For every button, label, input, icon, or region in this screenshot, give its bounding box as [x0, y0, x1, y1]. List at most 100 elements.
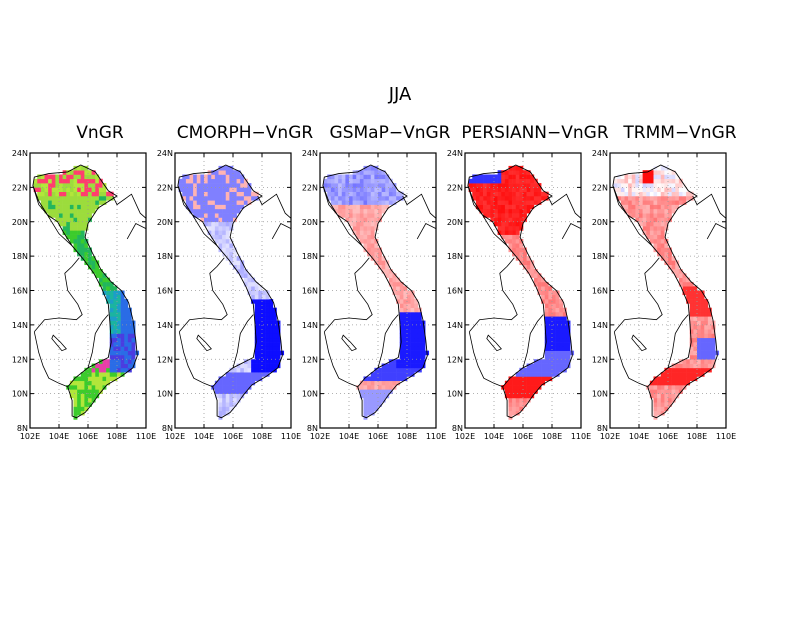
grid-cell	[229, 191, 234, 197]
grid-cell	[265, 324, 270, 330]
grid-cell	[370, 397, 375, 403]
grid-cell	[196, 187, 201, 192]
grid-cell	[88, 385, 92, 390]
grid-cell	[113, 354, 118, 360]
grid-cell	[689, 320, 694, 326]
grid-cell	[363, 204, 368, 210]
grid-cell	[233, 264, 237, 270]
grid-cell	[682, 281, 687, 287]
grid-cell	[73, 226, 78, 231]
grid-cell	[247, 187, 252, 192]
grid-cell	[399, 294, 404, 300]
grid-cell	[417, 342, 422, 347]
grid-cell	[533, 385, 538, 390]
grid-cell	[555, 350, 560, 356]
grid-cell	[251, 286, 256, 291]
grid-cell	[240, 178, 245, 184]
grid-cell	[243, 363, 248, 369]
grid-cell	[327, 195, 332, 201]
grid-cell	[233, 183, 237, 188]
grid-cell	[410, 350, 415, 356]
coastline	[612, 164, 718, 419]
grid-cell	[504, 380, 509, 386]
grid-cell	[475, 200, 480, 205]
grid-cell	[653, 174, 658, 180]
grid-cell	[370, 208, 375, 214]
grid-cell	[341, 178, 346, 184]
grid-cell	[559, 303, 564, 308]
grid-cell	[193, 195, 198, 201]
grid-cell	[258, 303, 263, 308]
grid-cell	[55, 195, 60, 201]
grid-cell	[399, 342, 404, 347]
grid-cell	[562, 329, 567, 334]
grid-cell	[501, 208, 506, 214]
grid-cell	[490, 191, 495, 197]
grid-cell	[523, 372, 527, 377]
grid-cell	[410, 316, 415, 321]
grid-cell	[243, 273, 248, 278]
grid-cell	[55, 178, 60, 184]
grid-cell	[374, 256, 379, 261]
grid-cell	[660, 410, 665, 416]
lon-tick-label: 104E	[484, 432, 504, 441]
grid-cell	[77, 195, 82, 201]
grid-cell	[548, 337, 553, 343]
grid-cell	[196, 178, 201, 184]
grid-cell	[196, 191, 201, 197]
grid-cell	[526, 183, 531, 188]
grid-cell	[113, 299, 118, 304]
grid-cell	[472, 191, 477, 197]
grid-cell	[233, 170, 237, 175]
grid-cell	[59, 195, 63, 201]
grid-cell	[229, 165, 234, 171]
grid-cell	[693, 346, 698, 351]
grid-cell	[646, 195, 651, 201]
grid-cell	[258, 333, 263, 339]
grid-cell	[515, 178, 520, 184]
grid-cell	[254, 346, 259, 351]
grid-cell	[269, 363, 274, 369]
lake-outline	[631, 334, 647, 352]
grid-cell	[214, 221, 219, 227]
grid-cell	[407, 350, 411, 356]
grid-cell	[646, 217, 651, 223]
grid-cell	[124, 346, 129, 351]
grid-cell	[523, 260, 527, 266]
grid-cell	[262, 303, 266, 308]
grid-cell	[40, 187, 45, 192]
grid-cell	[523, 385, 527, 390]
grid-cell	[689, 342, 694, 347]
grid-cell	[211, 234, 216, 240]
grid-cell	[182, 174, 187, 180]
grid-cell	[225, 183, 230, 188]
grid-cell	[410, 367, 415, 373]
grid-cell	[490, 187, 495, 192]
grid-cell	[544, 342, 549, 347]
border-line	[177, 185, 218, 247]
grid-cell	[218, 226, 223, 231]
grid-cell	[544, 286, 549, 291]
grid-cell	[675, 269, 680, 274]
grid-cell	[131, 324, 136, 330]
grid-cell	[526, 367, 531, 373]
grid-cell	[689, 191, 694, 197]
border-line	[112, 193, 147, 219]
grid-cell	[120, 367, 125, 373]
grid-cell	[88, 372, 92, 377]
grid-cell	[218, 191, 223, 197]
grid-cell	[617, 187, 622, 192]
grid-cell	[95, 178, 100, 184]
grid-cell	[421, 333, 426, 339]
grid-cell	[660, 380, 665, 386]
grid-cell	[533, 191, 538, 197]
lon-tick-label: 110E	[716, 432, 736, 441]
grid-cell	[399, 316, 404, 321]
grid-cell	[374, 385, 379, 390]
grid-cell	[388, 195, 393, 201]
grid-cell	[225, 376, 230, 382]
grid-cell	[620, 183, 625, 188]
grid-cell	[330, 178, 335, 184]
grid-cell	[700, 363, 705, 369]
grid-cell	[541, 376, 546, 382]
